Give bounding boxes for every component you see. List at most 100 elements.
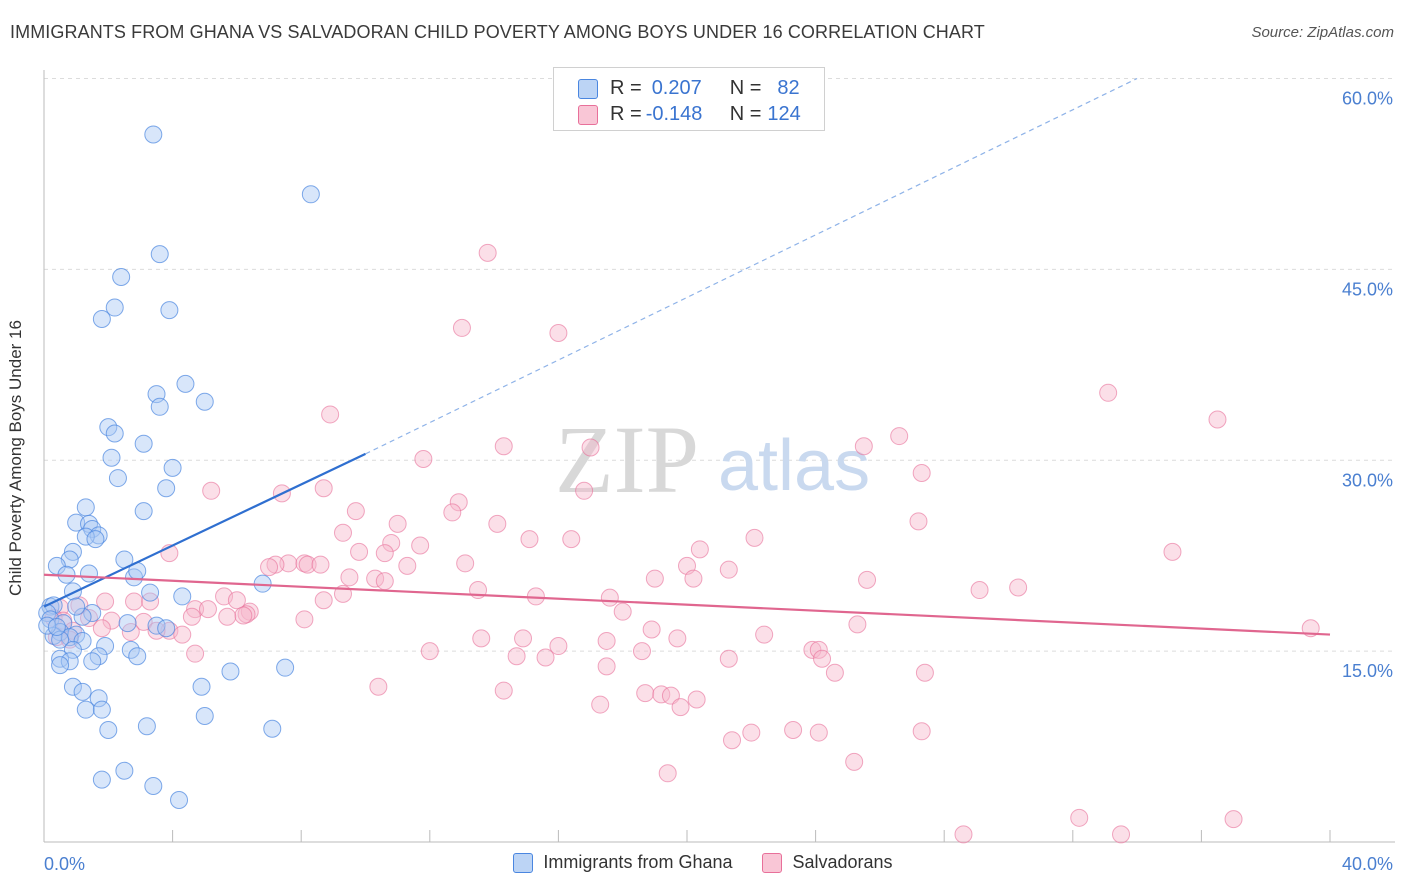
data-point-ghana <box>141 583 160 602</box>
data-point-salvadorans <box>420 642 439 661</box>
data-point-ghana <box>92 310 111 329</box>
data-point-ghana <box>163 458 182 477</box>
data-point-salvadorans <box>375 572 394 591</box>
data-point-ghana <box>170 791 189 810</box>
data-point-ghana <box>83 603 102 622</box>
legend-bottom: Immigrants from Ghana Salvadorans <box>0 852 1406 873</box>
data-point-ghana <box>73 607 92 626</box>
data-point-ghana <box>63 640 82 659</box>
data-point-salvadorans <box>536 648 555 667</box>
data-point-salvadorans <box>909 512 928 531</box>
data-point-salvadorans <box>92 619 111 638</box>
data-point-salvadorans <box>411 536 430 555</box>
data-point-salvadorans <box>340 568 359 587</box>
legend-n-label: N = <box>729 103 762 125</box>
data-point-salvadorans <box>645 569 664 588</box>
data-point-salvadorans <box>562 530 581 549</box>
legend-row-salvadorans: R = -0.148 N = 124 <box>578 103 801 126</box>
data-point-ghana <box>92 700 111 719</box>
data-point-salvadorans <box>719 649 738 668</box>
data-point-salvadorans <box>668 629 687 648</box>
data-point-salvadorans <box>591 695 610 714</box>
data-point-ghana <box>99 721 118 740</box>
data-point-ghana <box>276 658 295 677</box>
data-point-salvadorans <box>314 479 333 498</box>
legend-n-value: 124 <box>767 103 801 125</box>
data-point-salvadorans <box>388 514 407 533</box>
legend-r-value: 0.207 <box>651 77 702 99</box>
data-point-salvadorans <box>102 611 121 630</box>
data-point-salvadorans <box>825 663 844 682</box>
legend-label-ghana: Immigrants from Ghana <box>543 852 733 872</box>
trend-line-ghana <box>43 452 366 608</box>
data-point-salvadorans <box>520 530 539 549</box>
data-point-ghana <box>67 597 86 616</box>
data-point-salvadorans <box>478 243 497 262</box>
data-point-ghana <box>51 656 70 675</box>
data-point-salvadorans <box>671 698 690 717</box>
data-point-salvadorans <box>687 690 706 709</box>
data-point-ghana <box>76 498 95 517</box>
data-point-salvadorans <box>613 602 632 621</box>
data-point-ghana <box>47 617 66 636</box>
data-point-salvadorans <box>658 764 677 783</box>
data-point-salvadorans <box>488 514 507 533</box>
data-point-salvadorans <box>125 592 144 611</box>
data-point-salvadorans <box>719 560 738 579</box>
legend-swatch-pink <box>762 852 783 873</box>
legend-r-label: R = <box>610 77 642 99</box>
data-point-ghana <box>115 761 134 780</box>
legend-label-salvadorans: Salvadorans <box>792 852 893 872</box>
data-point-salvadorans <box>912 722 931 741</box>
data-point-ghana <box>150 245 169 264</box>
data-point-salvadorans <box>507 647 526 666</box>
tick-labels: 15.0% 30.0% 45.0% 60.0% 0.0% 40.0% <box>44 89 1393 875</box>
data-point-ghana <box>63 677 82 696</box>
data-point-ghana <box>157 479 176 498</box>
data-point-salvadorans <box>414 449 433 468</box>
watermark: ZIP atlas <box>555 406 870 513</box>
series-salvadorans <box>44 243 1320 844</box>
source-label: Source: ZipAtlas.com <box>1251 24 1394 41</box>
data-point-salvadorans <box>742 723 761 742</box>
data-point-salvadorans <box>597 657 616 676</box>
data-point-ghana <box>195 707 214 726</box>
data-point-salvadorans <box>1099 383 1118 402</box>
data-point-ghana <box>134 434 153 453</box>
y-tick-label: 30.0% <box>1342 470 1393 490</box>
data-point-salvadorans <box>449 493 468 512</box>
data-point-ghana <box>112 268 131 287</box>
data-point-salvadorans <box>202 481 221 500</box>
data-point-salvadorans <box>549 324 568 342</box>
legend-r-value: -0.148 <box>645 103 703 125</box>
legend-n-label: N = <box>729 77 762 99</box>
data-point-salvadorans <box>723 731 742 750</box>
data-point-salvadorans <box>295 610 314 629</box>
data-point-ghana <box>157 619 176 638</box>
data-point-ghana <box>96 637 115 656</box>
data-point-ghana <box>195 392 214 411</box>
chart-title: IMMIGRANTS FROM GHANA VS SALVADORAN CHIL… <box>10 22 985 42</box>
trend-lines <box>43 77 1331 636</box>
data-point-salvadorans <box>218 607 237 626</box>
data-point-salvadorans <box>1163 542 1182 561</box>
y-tick-label: 60.0% <box>1342 89 1393 109</box>
data-point-salvadorans <box>549 637 568 656</box>
data-point-ghana <box>63 582 82 601</box>
data-point-salvadorans <box>198 600 217 619</box>
legend-item-salvadorans[interactable]: Salvadorans <box>762 852 893 873</box>
data-point-salvadorans <box>915 663 934 682</box>
data-point-salvadorans <box>182 607 201 626</box>
watermark-zip: ZIP <box>555 406 699 513</box>
legend-item-ghana[interactable]: Immigrants from Ghana <box>513 852 732 873</box>
trend-line-salvadorans <box>43 573 1331 636</box>
data-point-ghana <box>160 301 179 320</box>
data-point-salvadorans <box>1208 410 1227 429</box>
data-point-ghana <box>83 519 102 538</box>
data-point-salvadorans <box>234 606 253 625</box>
data-point-ghana <box>173 587 192 606</box>
data-point-ghana <box>67 513 86 532</box>
data-point-ghana <box>89 689 108 708</box>
data-point-salvadorans <box>279 554 298 573</box>
data-point-ghana <box>73 682 92 701</box>
